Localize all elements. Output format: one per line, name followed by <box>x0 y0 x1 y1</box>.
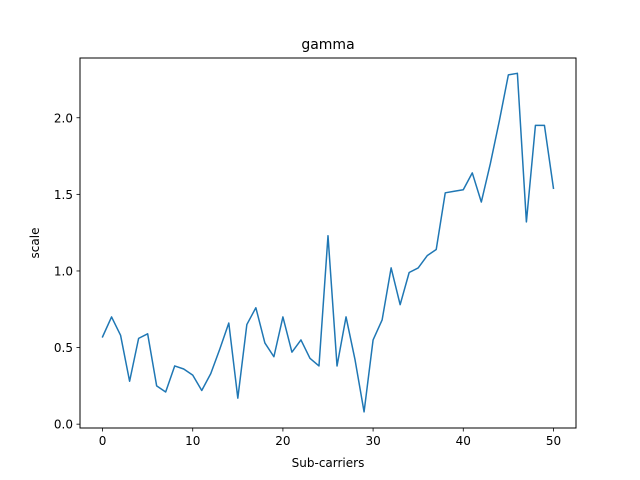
y-axis-label: scale <box>28 228 42 259</box>
y-tick-label: 1.5 <box>54 188 73 202</box>
y-tick-label: 0.5 <box>54 341 73 355</box>
x-tick-label: 30 <box>365 434 380 448</box>
chart-title: gamma <box>301 37 354 53</box>
x-tick-label: 20 <box>275 434 290 448</box>
x-axis-label: Sub-carriers <box>292 456 365 470</box>
x-tick-label: 0 <box>99 434 107 448</box>
y-tick-label: 0.0 <box>54 418 73 432</box>
series-layer <box>101 72 555 413</box>
y-tick-label: 2.0 <box>54 111 73 125</box>
series-line-0 <box>101 72 555 413</box>
y-axis-ticks: 0.0 0.5 1.0 1.5 2.0 <box>54 111 80 432</box>
x-axis-ticks: 0 10 20 30 40 50 <box>99 428 561 448</box>
x-tick-label: 10 <box>185 434 200 448</box>
y-tick-label: 1.0 <box>54 264 73 278</box>
plot-frame <box>79 57 577 429</box>
x-tick-label: 50 <box>546 434 561 448</box>
x-tick-label: 40 <box>456 434 471 448</box>
